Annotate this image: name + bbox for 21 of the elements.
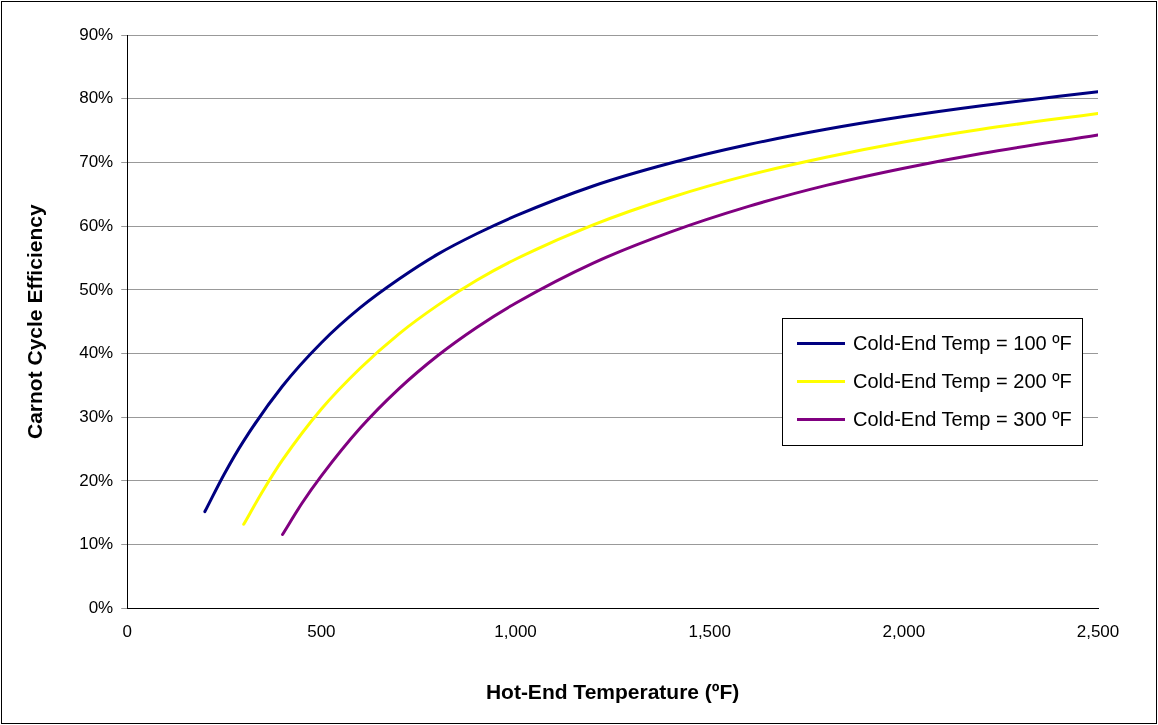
x-tick-label: 2,000 (882, 622, 926, 642)
y-tick-label: 50% (79, 279, 114, 299)
y-tick-label: 10% (79, 534, 114, 554)
legend-label: Cold-End Temp = 300 ºF (853, 408, 1072, 432)
x-tick-label: 2,500 (1076, 622, 1120, 642)
x-tick-label: 0 (122, 622, 132, 642)
y-tick-label: 20% (79, 470, 114, 490)
y-axis-title: Carnot Cycle Efficiency (23, 204, 47, 439)
y-tick-label: 0% (88, 598, 114, 618)
y-tick-label: 30% (79, 406, 114, 426)
legend-label: Cold-End Temp = 100 ºF (853, 332, 1072, 356)
y-tick-label: 70% (79, 152, 114, 172)
x-tick-label: 1,500 (688, 622, 731, 642)
y-tick-label: 60% (79, 215, 114, 235)
legend-label: Cold-End Temp = 200 ºF (853, 370, 1072, 394)
y-tick-label: 40% (79, 343, 114, 363)
x-tick-label: 1,000 (494, 622, 537, 642)
x-tick-label: 500 (307, 622, 336, 642)
y-tick-label: 90% (79, 24, 114, 44)
x-axis-title: Hot-End Temperature (ºF) (485, 680, 740, 704)
y-tick-label: 80% (79, 88, 114, 108)
